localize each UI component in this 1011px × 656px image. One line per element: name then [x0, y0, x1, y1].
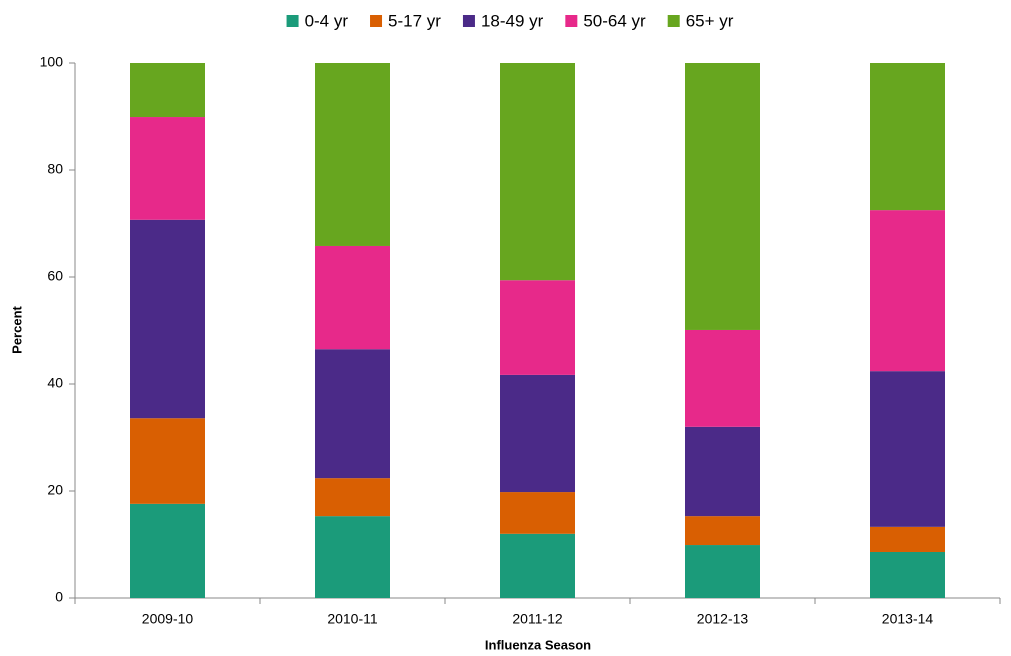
legend-swatch	[370, 15, 383, 27]
bar-segment	[870, 371, 945, 527]
bar-segment	[870, 63, 945, 211]
x-axis-title: Influenza Season	[485, 637, 591, 652]
legend-swatch	[667, 15, 680, 27]
y-tick-label: 100	[40, 54, 64, 70]
x-tick-label: 2009-10	[142, 611, 194, 627]
bar-segment	[130, 117, 205, 220]
bar-segment	[685, 516, 760, 546]
x-tick-label: 2013-14	[882, 611, 934, 627]
bar-segment	[870, 551, 945, 598]
legend-swatch	[565, 15, 578, 27]
y-tick-label: 80	[47, 161, 63, 177]
legend-text: 50-64 yr	[583, 11, 646, 30]
bar-segment	[130, 63, 205, 118]
bar-segment	[315, 245, 390, 350]
bar-segment	[685, 426, 760, 517]
bar-segment	[315, 516, 390, 598]
y-tick-label: 60	[47, 268, 63, 284]
bar-segment	[315, 63, 390, 246]
legend-text: 65+ yr	[686, 11, 734, 30]
legend-text: 18-49 yr	[481, 11, 544, 30]
bar-segment	[500, 374, 575, 493]
bar-segment	[315, 349, 390, 479]
bar-segment	[500, 492, 575, 534]
bar-segment	[130, 418, 205, 504]
bar-segment	[130, 503, 205, 598]
bar-segment	[130, 219, 205, 419]
bar-segment	[685, 545, 760, 598]
bar-segment	[870, 210, 945, 372]
y-tick-label: 0	[55, 589, 63, 605]
y-axis-title: Percent	[9, 305, 24, 353]
bar-segment	[500, 533, 575, 598]
x-tick-label: 2010-11	[327, 611, 378, 627]
bar-segment	[500, 280, 575, 375]
bar-segment	[870, 526, 945, 552]
x-tick-label: 2011-12	[512, 611, 563, 627]
bar-segment	[685, 329, 760, 427]
legend-swatch	[286, 15, 299, 27]
legend-text: 0-4 yr	[305, 11, 349, 30]
y-tick-label: 40	[47, 375, 63, 391]
legend-swatch	[462, 15, 475, 27]
y-tick-label: 20	[47, 482, 63, 498]
bar-segment	[685, 63, 760, 330]
bar-segment	[500, 63, 575, 281]
legend-text: 5-17 yr	[388, 11, 441, 30]
x-tick-label: 2012-13	[697, 611, 749, 627]
bar-segment	[315, 478, 390, 517]
